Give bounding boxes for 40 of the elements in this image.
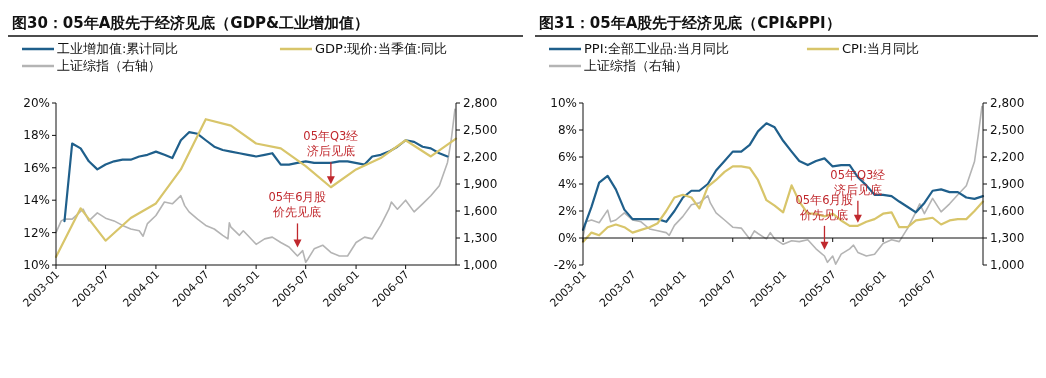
chart-title: 图30：05年A股先于经济见底（GDP&工业增加值） bbox=[12, 14, 370, 32]
y-tick-label: 20% bbox=[23, 96, 50, 110]
legend-label: PPI:全部工业品:当月同比 bbox=[584, 41, 730, 56]
y2-tick-label: 1,900 bbox=[463, 177, 498, 191]
y-tick-label: 16% bbox=[23, 160, 50, 175]
y-tick-label: 10% bbox=[23, 258, 50, 272]
annotation: 05年6月股价先见底 bbox=[268, 190, 327, 220]
legend-label: GDP:现价:当季值:同比 bbox=[314, 41, 448, 56]
legend-label: 工业增加值:累计同比 bbox=[57, 41, 179, 56]
legend-label: CPI:当月同比 bbox=[841, 41, 920, 56]
y2-tick-label: 2,500 bbox=[463, 123, 498, 137]
y-tick-label: 0% bbox=[557, 231, 577, 245]
y2-tick-label: 2,500 bbox=[990, 123, 1025, 137]
y2-tick-label: 1,600 bbox=[990, 204, 1025, 218]
line-series bbox=[581, 122, 985, 231]
y-tick-label: 4% bbox=[557, 177, 577, 191]
y2-tick-label: 1,900 bbox=[990, 177, 1025, 191]
y2-tick-label: 1,300 bbox=[990, 231, 1025, 245]
y2-tick-label: 1,600 bbox=[463, 204, 498, 218]
y-tick-label: 2% bbox=[557, 204, 577, 218]
y-tick-label: -2% bbox=[553, 258, 577, 272]
y2-tick-label: 1,000 bbox=[990, 258, 1025, 272]
y-tick-label: 18% bbox=[23, 128, 50, 143]
y-tick-label: 8% bbox=[557, 123, 577, 137]
annotation: 05年Q3经济后见底 bbox=[303, 129, 359, 159]
y2-tick-label: 1,000 bbox=[463, 258, 498, 272]
y2-tick-label: 2,200 bbox=[463, 150, 498, 164]
y2-tick-label: 2,200 bbox=[990, 150, 1025, 164]
line-series bbox=[581, 165, 985, 244]
y-tick-label: 14% bbox=[23, 193, 50, 208]
legend-label: 上证综指（右轴） bbox=[57, 58, 161, 73]
line-series bbox=[63, 131, 449, 223]
legend-label: 上证综指（右轴） bbox=[584, 58, 688, 73]
y-tick-label: 6% bbox=[557, 150, 577, 164]
y2-tick-label: 1,300 bbox=[463, 231, 498, 245]
y-tick-label: 12% bbox=[23, 225, 50, 240]
y2-tick-label: 2,800 bbox=[463, 96, 498, 110]
chart-title: 图31：05年A股先于经济见底（CPI&PPI） bbox=[539, 14, 841, 32]
y-tick-label: 10% bbox=[550, 96, 577, 110]
y2-tick-label: 2,800 bbox=[990, 96, 1025, 110]
